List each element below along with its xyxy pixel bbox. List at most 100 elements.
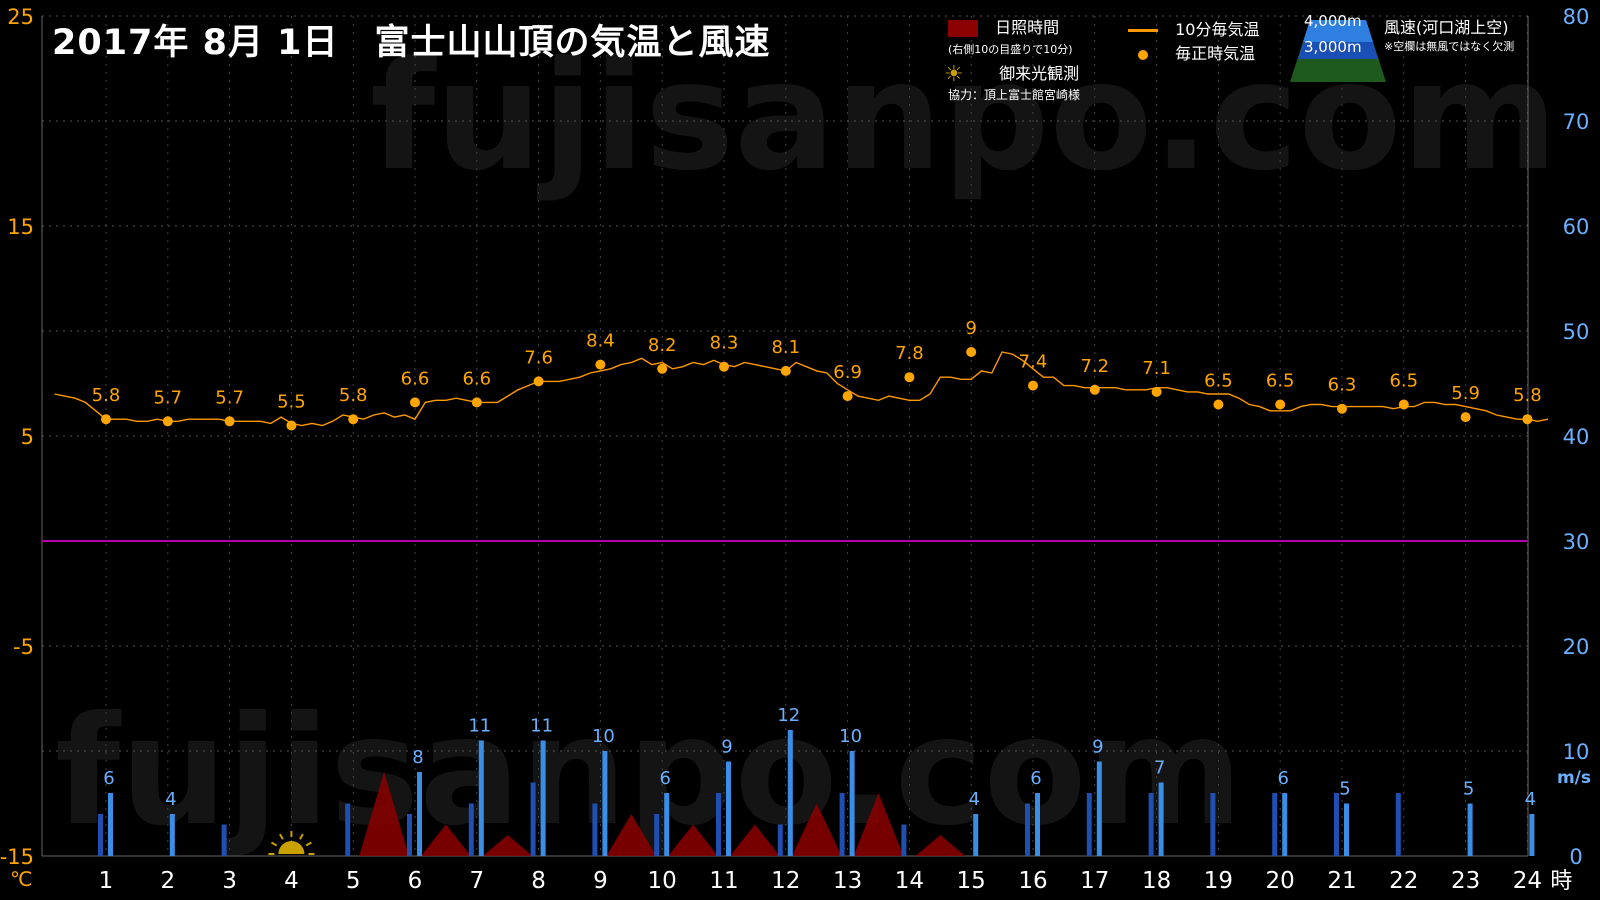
legend-sunshine-label: 日照時間	[995, 18, 1060, 37]
y-tick-left: 25	[7, 5, 34, 29]
wind-bar-3000m	[345, 803, 351, 856]
temp-hourly-label: 6.5	[1389, 371, 1418, 392]
alt-low-label: 3,000m	[1304, 38, 1362, 56]
wind-label: 4	[1525, 789, 1536, 810]
wind-bar-4000m	[726, 761, 731, 856]
sunshine-mark	[668, 824, 718, 856]
wind-bar-3000m	[901, 824, 907, 856]
temp-hourly-label: 5.8	[1513, 385, 1542, 406]
wind-label: 6	[1277, 768, 1288, 789]
temp-hourly-label: 5.8	[339, 385, 368, 406]
sunshine-note-text: (右側10の目盛りで10分)	[948, 43, 1073, 56]
temp-hourly-point	[966, 347, 977, 357]
temp-hourly-point	[1337, 403, 1347, 414]
x-tick: 2	[160, 868, 175, 894]
wind-bar-3000m	[98, 814, 103, 856]
wind-bar-4000m	[1529, 814, 1535, 856]
x-tick: 8	[531, 868, 546, 894]
x-tick: 18	[1142, 868, 1171, 894]
x-tick: 7	[469, 868, 484, 894]
temp10-swatch	[1128, 29, 1158, 32]
wind-bar-3000m	[1086, 793, 1092, 856]
temp-hourly-label: 8.1	[771, 337, 800, 358]
temp-hourly-label: 6.3	[1328, 375, 1357, 396]
wind-label: 10	[839, 726, 862, 747]
y-tick-right: 60	[1563, 215, 1590, 239]
temp-hourly-point	[842, 391, 853, 402]
temp-hourly-point	[1522, 414, 1533, 425]
wind-label: 9	[1092, 737, 1103, 758]
x-tick: 6	[408, 868, 423, 894]
sunshine-mark	[730, 824, 780, 856]
sunshine-swatch	[948, 20, 978, 37]
temp-hourly-label: 6.9	[833, 362, 862, 383]
x-tick: 21	[1327, 868, 1356, 894]
temp-hourly-point	[471, 397, 482, 408]
sunrise-ray	[299, 833, 304, 840]
x-tick: 20	[1266, 868, 1295, 894]
wind-bar-3000m	[1210, 793, 1216, 856]
wind-bar-3000m	[839, 793, 845, 856]
x-tick: 14	[895, 868, 924, 894]
wind-bar-4000m	[1467, 803, 1473, 856]
sunshine-mark	[606, 814, 657, 856]
temp-hourly-point	[162, 416, 173, 427]
temp-hourly-point	[101, 414, 111, 425]
y-tick-left: 15	[7, 215, 34, 239]
wind-label: 6	[659, 768, 670, 789]
temp-hourly-label: 6.6	[401, 368, 430, 389]
wind-bar-4000m	[1344, 803, 1349, 856]
legend-sunrise-label: 御来光観測	[999, 64, 1080, 83]
temp-hourly-swatch	[1138, 49, 1148, 60]
wind-bar-4000m	[478, 740, 484, 856]
temp-hourly-point	[657, 363, 668, 374]
wind-label: 9	[721, 737, 732, 758]
temp-hourly-point	[348, 414, 359, 425]
wind-bar-3000m	[221, 824, 227, 856]
legend-temp-hourly-label: 毎正時気温	[1175, 44, 1256, 63]
temp-hourly-point	[595, 359, 606, 370]
temp-hourly-label: 7.1	[1142, 358, 1171, 379]
sunrise-ray	[279, 833, 284, 840]
wind-bar-4000m	[849, 751, 855, 856]
temp-hourly-label: 6.6	[462, 368, 491, 389]
y-tick-left: -15	[0, 845, 34, 869]
temp-hourly-label: 8.2	[648, 335, 677, 356]
temp-hourly-point	[410, 397, 420, 408]
temp-hourly-point	[1460, 412, 1471, 423]
legend-temp10: 10分毎気温	[1128, 16, 1259, 40]
y-tick-right: 10	[1563, 740, 1590, 764]
x-tick: 1	[99, 868, 114, 894]
wind-label: 6	[1030, 768, 1041, 789]
wind-bar-4000m	[108, 793, 113, 856]
x-tick: 16	[1018, 868, 1047, 894]
temp-hourly-label: 7.8	[895, 343, 924, 364]
wind-label: 4	[165, 789, 176, 810]
sunshine-mark	[915, 835, 966, 856]
x-tick: 24	[1513, 868, 1542, 894]
y-tick-right: 70	[1563, 110, 1590, 134]
temp-hourly-label: 9	[965, 318, 976, 339]
legend-temp10-label: 10分毎気温	[1175, 20, 1260, 39]
y-tick-right: 0	[1569, 845, 1582, 869]
wind-bar-3000m	[530, 782, 536, 856]
temp-hourly-point	[1089, 384, 1100, 395]
mountain-icon	[1290, 20, 1386, 82]
legend-sunrise: ☀ 御来光観測	[944, 60, 1079, 87]
temp-hourly-point	[224, 416, 235, 427]
wind-label: 8	[412, 747, 423, 768]
sunshine-mark	[853, 793, 904, 856]
temp-hourly-label: 6.5	[1204, 371, 1233, 392]
y-tick-left: 5	[21, 425, 34, 449]
wind-bar-4000m	[787, 730, 793, 856]
sunshine-mark	[421, 824, 471, 856]
x-tick: 12	[771, 868, 800, 894]
y-tick-left: -5	[13, 635, 34, 659]
temp-hourly-label: 5.5	[277, 392, 306, 413]
sunrise-ray	[305, 841, 312, 847]
temp-10min-line	[54, 351, 1549, 427]
wind-bar-4000m	[1096, 761, 1102, 856]
wind-bar-3000m	[1334, 793, 1339, 856]
sunshine-mark	[791, 803, 842, 856]
